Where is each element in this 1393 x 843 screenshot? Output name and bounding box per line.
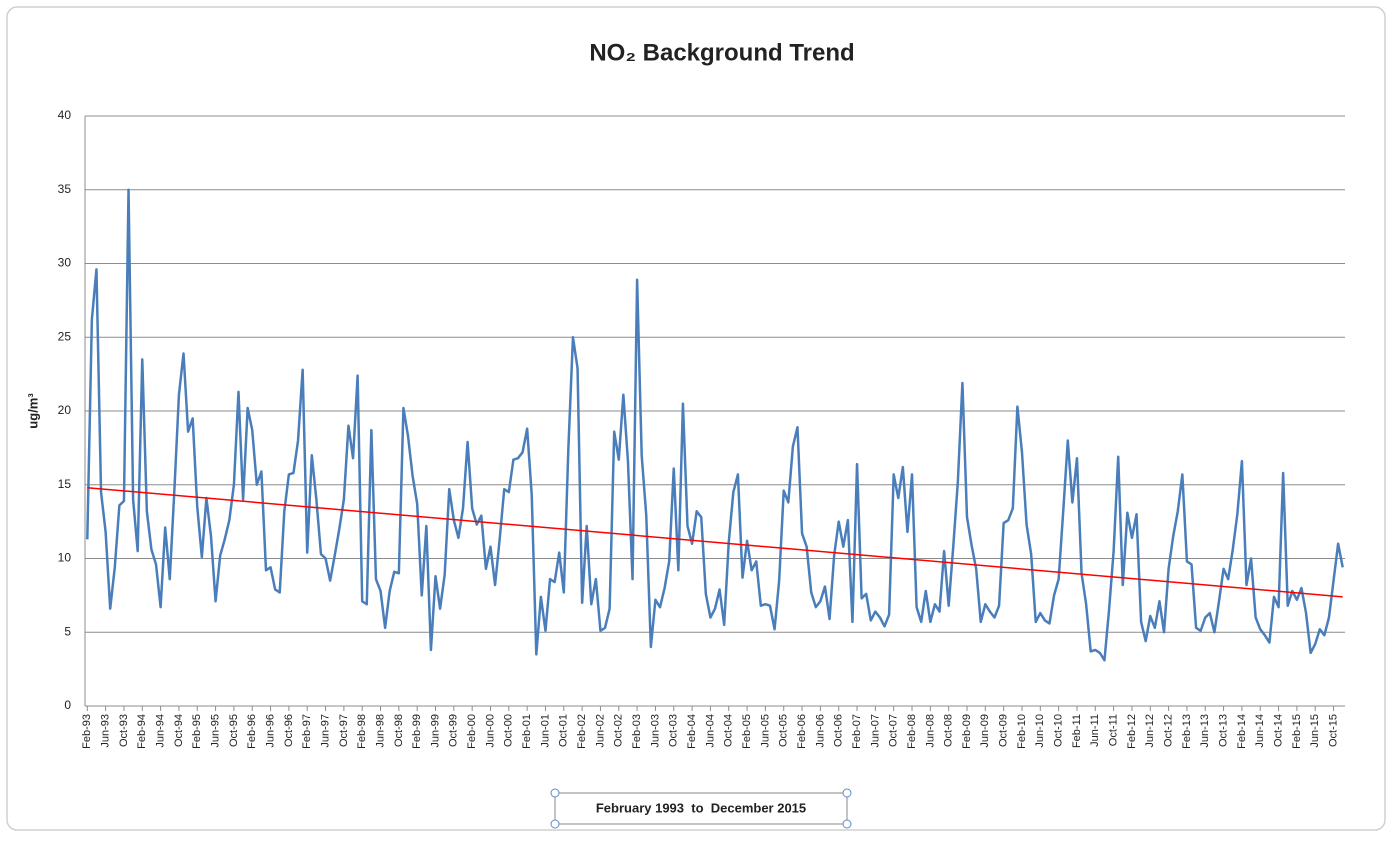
y-tick-label: 10 — [58, 551, 72, 565]
x-tick-label: Jun-99 — [429, 714, 441, 748]
x-tick-label: Oct-94 — [173, 714, 185, 747]
x-tick-label: Oct-15 — [1327, 714, 1339, 747]
x-tick-label: Feb-15 — [1291, 714, 1303, 749]
x-tick-label: Oct-07 — [888, 714, 900, 747]
x-tick-label: Feb-00 — [466, 714, 478, 749]
x-tick-label: Feb-93 — [81, 714, 93, 749]
x-tick-label: Jun-06 — [814, 714, 826, 748]
x-tick-label: Oct-96 — [283, 714, 295, 747]
x-tick-label: Jun-08 — [924, 714, 936, 748]
x-tick-label: Feb-06 — [796, 714, 808, 749]
x-tick-label: Oct-95 — [228, 714, 240, 747]
x-tick-label: Jun-12 — [1144, 714, 1156, 748]
y-tick-label: 25 — [58, 329, 72, 343]
x-tick-label: Feb-97 — [301, 714, 313, 749]
x-tick-label: Feb-07 — [851, 714, 863, 749]
x-tick-label: Oct-12 — [1163, 714, 1175, 747]
y-tick-label: 30 — [58, 256, 72, 270]
handle — [842, 819, 852, 829]
chart-title: NO₂ Background Trend — [589, 39, 854, 66]
x-tick-label: Feb-94 — [136, 714, 148, 749]
x-tick-label: Feb-05 — [741, 714, 753, 749]
x-tick-label: Jun-96 — [264, 714, 276, 748]
x-tick-label: Oct-11 — [1108, 714, 1120, 746]
x-tick-label: Feb-98 — [356, 714, 368, 749]
y-tick-label: 5 — [64, 624, 71, 638]
x-tick-label: Jun-01 — [539, 714, 551, 748]
x-tick-label: Feb-99 — [411, 714, 423, 749]
x-tick-label: Jun-10 — [1034, 714, 1046, 748]
data-line — [86, 188, 1344, 662]
x-tick-label: Jun-97 — [319, 714, 331, 748]
x-tick-label: Jun-98 — [374, 714, 386, 748]
x-tick-label: Oct-03 — [668, 714, 680, 747]
x-tick-label: Jun-02 — [594, 714, 606, 748]
x-tick-label: Feb-04 — [686, 714, 698, 749]
x-tick-label: Jun-03 — [649, 714, 661, 748]
x-tick-label: Feb-13 — [1181, 714, 1193, 749]
chart-frame — [6, 6, 1386, 831]
x-tick-label: Oct-98 — [393, 714, 405, 747]
x-tick-label: Feb-10 — [1016, 714, 1028, 749]
y-tick-label: 0 — [64, 698, 71, 712]
y-tick-label: 15 — [58, 477, 72, 491]
x-tick-label: Oct-10 — [1053, 714, 1065, 747]
x-tick-label: Oct-14 — [1272, 714, 1284, 747]
x-tick-label: Feb-12 — [1126, 714, 1138, 749]
x-tick-label: Feb-02 — [576, 714, 588, 749]
x-tick-label: Jun-15 — [1309, 714, 1321, 748]
x-tick-label: Feb-03 — [631, 714, 643, 749]
x-tick-label: Feb-96 — [246, 714, 258, 749]
x-tick-label: Jun-93 — [100, 714, 112, 748]
x-tick-label: Oct-97 — [338, 714, 350, 747]
x-tick-label: Oct-13 — [1217, 714, 1229, 747]
trend-line — [87, 486, 1343, 598]
x-tick-label: Feb-09 — [961, 714, 973, 749]
annotation-box: February 1993 to December 2015 — [550, 788, 852, 829]
x-tick-label: Jun-07 — [869, 714, 881, 748]
annotation: February 1993 to December 2015 — [596, 800, 806, 815]
x-tick-label: Jun-04 — [704, 714, 716, 748]
y-tick-label: 20 — [58, 403, 72, 417]
annotation-frame — [554, 792, 848, 825]
x-tick-label: Oct-04 — [723, 714, 735, 747]
handle — [550, 788, 560, 798]
x-tick-label: Oct-02 — [613, 714, 625, 747]
x-tick-label: Feb-01 — [521, 714, 533, 749]
x-tick-label: Feb-95 — [191, 714, 203, 749]
x-tick-label: Jun-11 — [1089, 714, 1101, 747]
x-tick-label: Oct-01 — [558, 714, 570, 747]
x-tick-label: Jun-05 — [759, 714, 771, 748]
x-tick-label: Jun-00 — [484, 714, 496, 748]
x-tick-label: Feb-14 — [1236, 714, 1248, 749]
x-tick-label: Oct-08 — [943, 714, 955, 747]
x-tick-label: Jun-14 — [1254, 714, 1266, 748]
y-tick-label: 35 — [58, 182, 72, 196]
handle — [842, 788, 852, 798]
x-tick-label: Oct-05 — [778, 714, 790, 747]
x-tick-label: Feb-08 — [906, 714, 918, 749]
x-tick-label: Jun-09 — [979, 714, 991, 748]
x-tick-label: Oct-99 — [448, 714, 460, 747]
x-tick-label: Oct-06 — [833, 714, 845, 747]
handle — [550, 819, 560, 829]
x-tick-label: Jun-95 — [209, 714, 221, 748]
x-tick-label: Oct-00 — [503, 714, 515, 747]
y-axis-label: ug/m³ — [25, 393, 40, 429]
x-tick-label: Jun-13 — [1199, 714, 1211, 748]
x-tick-label: Feb-11 — [1071, 714, 1083, 748]
x-tick-label: Jun-94 — [155, 714, 167, 748]
y-tick-label: 40 — [58, 108, 72, 122]
x-tick-label: Oct-09 — [998, 714, 1010, 747]
x-tick-label: Oct-93 — [118, 714, 130, 747]
